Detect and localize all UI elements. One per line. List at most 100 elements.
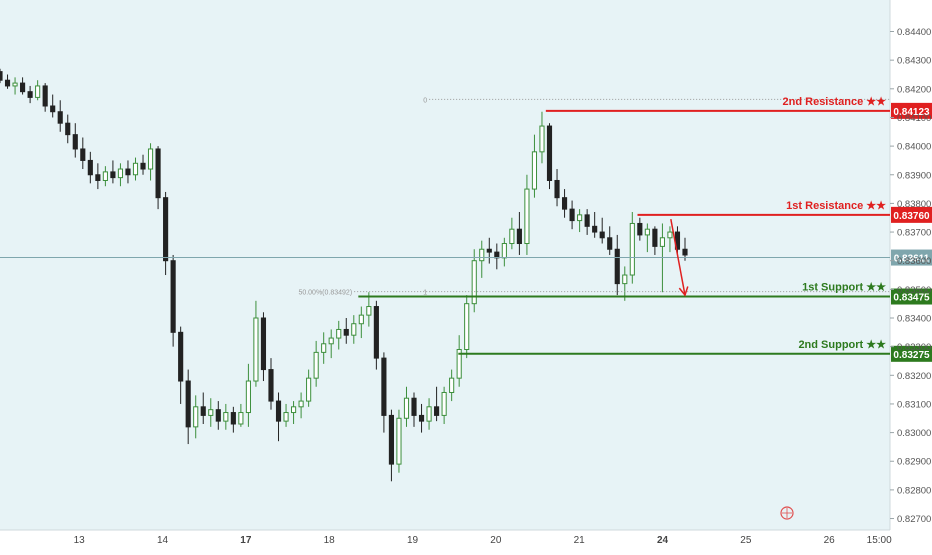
candle	[245, 363, 251, 427]
resistance-price-label: 0.83760	[893, 211, 930, 222]
candle	[426, 398, 432, 430]
candle	[238, 403, 244, 427]
candle	[313, 340, 319, 387]
candle-body	[95, 174, 101, 181]
candle-body	[170, 260, 176, 333]
candle	[0, 68, 3, 84]
candle-body	[193, 406, 199, 428]
candle	[4, 74, 11, 89]
price-tick-label: 0.84100	[897, 113, 931, 124]
candle	[622, 266, 628, 301]
candle	[291, 401, 297, 424]
price-tick-label: 0.84000	[897, 142, 931, 153]
candle	[223, 403, 229, 430]
candle-body	[614, 248, 620, 285]
projection-arrow-head	[678, 286, 689, 297]
candle-body	[4, 79, 11, 87]
candle	[72, 123, 78, 158]
candle	[366, 292, 372, 327]
time-tick-label: 14	[157, 535, 169, 546]
candle	[509, 217, 515, 250]
candle-body	[343, 328, 349, 336]
candle	[486, 237, 492, 264]
candle	[208, 398, 214, 427]
price-tick-label: 0.83000	[897, 428, 931, 439]
fib-level-50-label: 50.00%(0.83492)	[298, 290, 352, 297]
candle	[42, 83, 48, 112]
candle	[328, 329, 334, 359]
candle	[524, 174, 530, 255]
support-price-label: 0.83475	[893, 293, 930, 304]
candle-body	[524, 188, 530, 245]
candle-body	[418, 414, 425, 422]
candle-body	[629, 222, 635, 276]
candle	[471, 249, 477, 313]
candle	[140, 154, 146, 175]
candle-body	[117, 168, 124, 179]
candle-body	[411, 397, 417, 416]
support-price-tag	[891, 288, 932, 305]
candle	[321, 332, 327, 364]
candle	[554, 169, 560, 207]
candle	[584, 209, 590, 235]
candle	[95, 163, 101, 190]
resistance-name-label: 2nd Resistance ★★	[783, 96, 887, 108]
candle-body	[125, 168, 131, 176]
candle-body	[283, 412, 289, 422]
candle	[592, 212, 598, 238]
price-tick-label: 0.84300	[897, 56, 931, 67]
candle	[464, 295, 470, 359]
candle	[200, 392, 206, 424]
candle-body	[80, 148, 86, 161]
candle-body	[42, 85, 48, 107]
candle	[178, 326, 184, 404]
candle-body	[328, 337, 334, 345]
candle-body	[178, 331, 184, 382]
candle-body	[155, 148, 161, 199]
candle	[652, 226, 658, 255]
candle	[561, 189, 568, 218]
candle	[35, 80, 41, 101]
support-name-label: 2nd Support ★★	[798, 339, 886, 351]
candle-body	[35, 85, 41, 98]
candle-body	[659, 237, 665, 247]
time-tick-label: 20	[490, 535, 502, 546]
candle	[607, 226, 613, 255]
candle-body	[464, 303, 470, 351]
candle-body	[358, 314, 364, 325]
fib-level-0-label: 0	[423, 97, 427, 104]
candle-body	[584, 214, 590, 227]
overlays: 0 50.00%(0.83492) 1 2nd Resistance ★★ 0.8412…	[0, 96, 932, 362]
candle-body	[637, 222, 643, 236]
candle-body	[388, 414, 394, 465]
candle-body	[599, 231, 605, 239]
candle-body	[110, 171, 116, 179]
time-tick-label: 19	[407, 535, 419, 546]
candle	[546, 123, 553, 190]
candle-body	[27, 91, 33, 98]
candle-body	[200, 406, 206, 416]
candle-body	[426, 406, 432, 422]
candle-body	[441, 391, 447, 416]
candle-body	[486, 248, 492, 253]
candle-body	[644, 228, 650, 236]
candle-body	[569, 208, 575, 222]
support-name-label: 1st Support ★★	[802, 282, 886, 294]
candle	[388, 409, 394, 482]
candle	[65, 114, 71, 144]
candle	[306, 369, 312, 407]
candle-body	[163, 197, 169, 262]
price-tick-label: 0.84400	[897, 27, 931, 38]
candle	[667, 226, 673, 253]
candle-body	[546, 125, 553, 181]
candle	[12, 77, 18, 95]
candle	[411, 392, 417, 427]
candle	[283, 403, 289, 427]
candle-body	[577, 214, 583, 222]
candle-body	[140, 162, 146, 170]
candle-body	[531, 151, 538, 190]
candle	[569, 200, 575, 230]
candle-body	[298, 400, 304, 408]
candle	[117, 163, 124, 187]
